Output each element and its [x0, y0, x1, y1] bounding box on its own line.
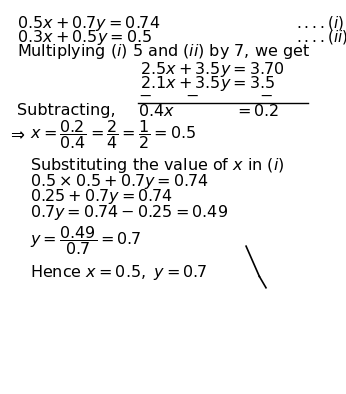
- Text: $= 0.2$: $= 0.2$: [235, 103, 279, 119]
- Text: $-$: $-$: [185, 88, 198, 103]
- Text: Subtracting,: Subtracting,: [17, 103, 116, 118]
- Text: $0.7y = 0.74 - 0.25 = 0.49$: $0.7y = 0.74 - 0.25 = 0.49$: [30, 203, 228, 222]
- Text: $0.3x + 0.5y = 0.5$: $0.3x + 0.5y = 0.5$: [17, 28, 152, 46]
- Text: Multiplying $(i)$ 5 and $(ii)$ by 7, we get: Multiplying $(i)$ 5 and $(ii)$ by 7, we …: [17, 42, 310, 61]
- Text: $0.5x + 0.7y = 0.74$: $0.5x + 0.7y = 0.74$: [17, 13, 160, 33]
- Text: $y = \dfrac{0.49}{0.7} = 0.7$: $y = \dfrac{0.49}{0.7} = 0.7$: [30, 224, 142, 257]
- Text: $....(ii)$: $....(ii)$: [296, 28, 346, 46]
- Text: $0.4x$: $0.4x$: [138, 103, 175, 119]
- Text: Hence $x = 0.5,\ y = 0.7$: Hence $x = 0.5,\ y = 0.7$: [30, 263, 208, 282]
- Text: $-$: $-$: [260, 88, 273, 103]
- Text: $0.25 + 0.7y = 0.74$: $0.25 + 0.7y = 0.74$: [30, 188, 173, 206]
- Text: $2.5x + 3.5y = 3.70$: $2.5x + 3.5y = 3.70$: [140, 59, 284, 79]
- Text: $\Rightarrow$: $\Rightarrow$: [7, 126, 25, 143]
- Text: Substituting the value of $x$ in $(i)$: Substituting the value of $x$ in $(i)$: [30, 156, 285, 175]
- Text: $2.1x + 3.5y = 3.5$: $2.1x + 3.5y = 3.5$: [140, 74, 275, 93]
- Text: $x = \dfrac{0.2}{0.4} = \dfrac{2}{4} = \dfrac{1}{2} = 0.5$: $x = \dfrac{0.2}{0.4} = \dfrac{2}{4} = \…: [30, 118, 197, 151]
- Text: $0.5 \times 0.5 + 0.7y = 0.74$: $0.5 \times 0.5 + 0.7y = 0.74$: [30, 172, 209, 191]
- Text: $....(i)$: $....(i)$: [296, 14, 344, 32]
- Text: $-$: $-$: [138, 88, 152, 103]
